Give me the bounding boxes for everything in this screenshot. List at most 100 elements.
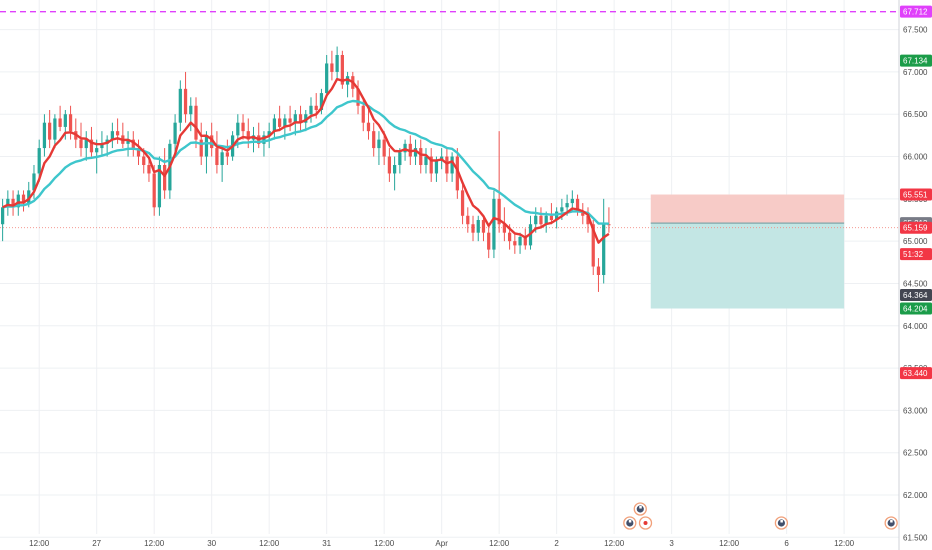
candle-body: [502, 224, 507, 233]
candle-body: [518, 236, 522, 246]
candle-body: [236, 122, 240, 136]
candle: [241, 114, 245, 140]
candle: [136, 139, 141, 165]
event-flag-icon[interactable]: [774, 516, 789, 530]
candle: [555, 207, 559, 229]
price-tick-label: 65.000: [903, 237, 928, 246]
candle: [586, 207, 590, 233]
candle-body: [460, 190, 465, 216]
candle: [131, 131, 135, 157]
candle-body: [298, 114, 303, 123]
candle-body: [392, 165, 397, 174]
candle-body: [0, 207, 5, 225]
position-tool[interactable]: [650, 194, 845, 309]
candle-body: [565, 203, 569, 208]
candle: [220, 148, 224, 182]
candle: [366, 105, 371, 140]
price-badge-bg: [900, 188, 932, 201]
candle-body: [471, 224, 475, 233]
candle-body: [6, 198, 10, 208]
price-tick-label: 67.500: [903, 26, 928, 35]
candle: [157, 156, 162, 216]
price-badge-label: 65.159: [903, 224, 928, 233]
candle: [183, 71, 188, 123]
candle-body: [110, 131, 114, 140]
candle-body: [549, 215, 554, 220]
candle-body: [246, 131, 250, 140]
candle-body: [413, 148, 418, 157]
candle: [58, 105, 62, 132]
candle-body: [283, 118, 287, 127]
event-dot-icon[interactable]: [638, 516, 653, 530]
candle-body: [189, 105, 193, 115]
candle-body: [278, 118, 282, 127]
candle: [189, 97, 193, 132]
candle-body: [340, 55, 344, 85]
candle: [262, 131, 266, 157]
candle: [68, 105, 73, 140]
candle-body: [42, 122, 47, 149]
event-core: [887, 519, 895, 527]
candle-body: [131, 139, 135, 149]
candle-body: [377, 139, 381, 149]
time-tick-label: 30: [207, 539, 216, 548]
event-markers[interactable]: [623, 502, 898, 530]
candle-body: [398, 152, 402, 165]
price-tick-label: 66.000: [903, 153, 928, 162]
candle: [121, 122, 125, 149]
time-tick-label: 2: [554, 539, 559, 548]
candle: [84, 131, 88, 161]
candle: [424, 148, 428, 174]
candle-body: [492, 198, 496, 250]
candle-body: [210, 135, 214, 149]
candle: [419, 139, 423, 174]
candle-body: [241, 122, 245, 132]
candle: [251, 126, 256, 153]
price-tick-label: 66.500: [903, 110, 928, 119]
candle: [387, 148, 392, 182]
event-flag-icon[interactable]: [884, 516, 898, 530]
price-badge-bg: [900, 221, 932, 234]
candle: [413, 139, 418, 165]
candle-body: [450, 156, 454, 174]
candlestick-series[interactable]: [0, 46, 611, 292]
event-flag-icon[interactable]: [623, 516, 637, 530]
price-badge-label: 64.204: [903, 305, 928, 314]
candle-body: [272, 118, 277, 132]
candle-body: [596, 266, 601, 275]
candle: [126, 131, 130, 157]
candle: [215, 131, 219, 174]
price-badge: 67.712: [900, 5, 932, 18]
candle-body: [48, 122, 52, 140]
candle-body: [382, 139, 386, 157]
price-badge-bg: [900, 302, 932, 315]
candle-body: [429, 156, 433, 174]
candle-body: [79, 139, 83, 149]
candle-body: [199, 139, 203, 157]
price-axis[interactable]: 61.50062.00062.50063.00063.50064.00064.5…: [900, 5, 932, 543]
ema-fast-line: [2, 77, 610, 244]
candle: [53, 114, 57, 149]
price-badge: 64.204: [900, 302, 932, 315]
candle-body: [523, 236, 527, 246]
event-flag-icon[interactable]: [633, 502, 647, 516]
candle: [481, 215, 486, 242]
candle: [466, 207, 470, 233]
candle-body: [147, 165, 151, 174]
candle: [11, 190, 15, 216]
candle: [298, 105, 303, 132]
candle-body: [602, 224, 606, 275]
candle: [345, 71, 350, 98]
time-axis[interactable]: 12:00 27 12:00 30 12:00 31 12:00 Apr 12:00 2 12:00…: [29, 539, 854, 548]
candle: [79, 122, 83, 157]
candle-body: [27, 190, 31, 204]
price-tick-label: 64.000: [903, 322, 928, 331]
candle: [288, 105, 292, 132]
candle: [492, 190, 496, 259]
event-core: [643, 521, 648, 525]
candle-body: [58, 118, 62, 127]
candle: [278, 105, 282, 132]
candle-body: [487, 232, 491, 250]
candle: [194, 97, 198, 149]
